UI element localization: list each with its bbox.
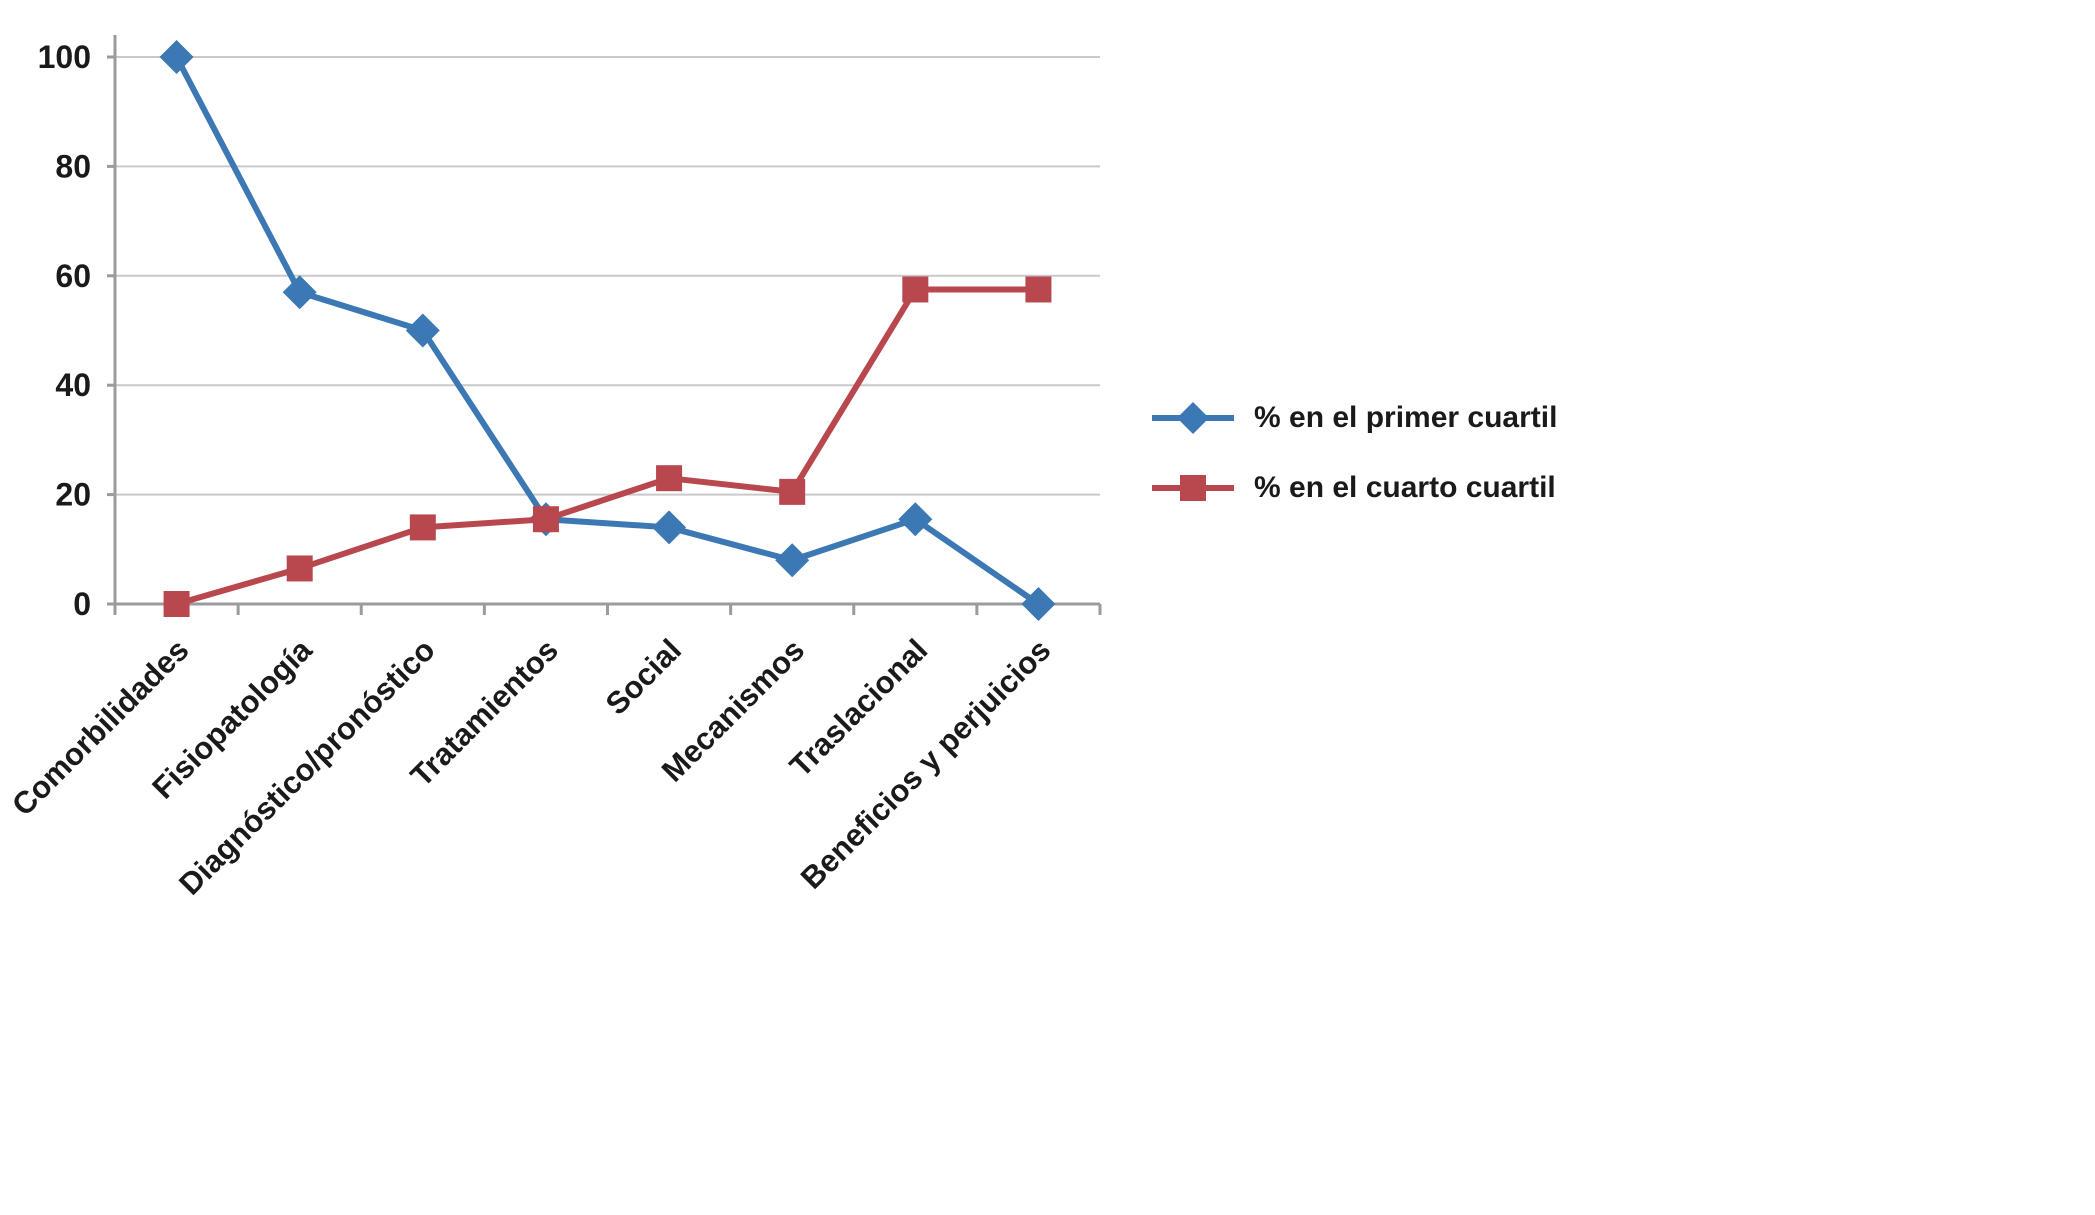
y-tick-label: 40 xyxy=(55,367,91,403)
x-category-label: Diagnóstico/pronóstico xyxy=(172,632,442,902)
y-tick-label: 100 xyxy=(38,39,91,75)
marker-square xyxy=(532,506,559,533)
marker-diamond xyxy=(282,275,317,310)
marker-square xyxy=(1025,276,1052,303)
marker-diamond xyxy=(652,510,687,545)
marker-square xyxy=(656,465,683,492)
marker-diamond xyxy=(1021,587,1056,621)
series-line-1 xyxy=(173,286,1042,607)
chart-legend: % en el primer cuartil % en el cuarto cu… xyxy=(1150,398,1557,508)
marker-square xyxy=(902,276,929,303)
y-tick-label: 0 xyxy=(73,586,91,622)
x-category-label: Social xyxy=(599,632,688,721)
series-line-0 xyxy=(173,54,1042,607)
x-category-label: Beneficios y perjuicios xyxy=(794,632,1058,896)
marker-square xyxy=(409,514,436,541)
legend-item-primer-cuartil: % en el primer cuartil xyxy=(1150,398,1557,438)
marker-square xyxy=(779,478,806,505)
legend-label-primer-cuartil: % en el primer cuartil xyxy=(1254,401,1558,434)
marker-square xyxy=(163,591,190,617)
marker-diamond xyxy=(898,502,933,537)
legend-key-square-icon xyxy=(1152,475,1234,501)
legend-item-cuarto-cuartil: % en el cuarto cuartil xyxy=(1150,468,1557,508)
legend-label-cuarto-cuartil: % en el cuarto cuartil xyxy=(1254,471,1556,504)
marker-diamond xyxy=(405,313,440,348)
marker-diamond xyxy=(159,40,194,74)
marker-diamond xyxy=(775,543,810,578)
y-tick-label: 60 xyxy=(55,258,91,294)
marker-square xyxy=(286,555,313,582)
y-tick-label: 80 xyxy=(55,148,91,184)
legend-key-diamond-icon xyxy=(1152,402,1234,434)
y-tick-label: 20 xyxy=(55,477,91,513)
